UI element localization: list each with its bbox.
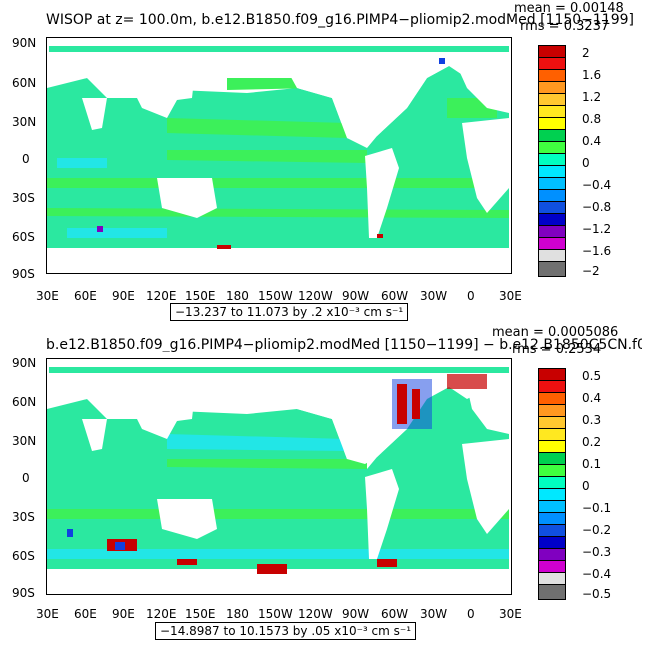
colorbar-label: 0: [582, 156, 590, 170]
anomaly-spots: [67, 374, 487, 574]
lat-tick-label: 30S: [12, 191, 35, 205]
lat-tick-label: 0: [22, 471, 30, 485]
lat-tick-label: 60S: [12, 230, 35, 244]
panel-1-title: WISOP at z= 100.0m, b.e12.B1850.f09_g16.…: [46, 12, 634, 28]
colorbar-label: 0.4: [582, 134, 602, 148]
lat-tick-label: 90N: [12, 36, 37, 50]
lon-tick-label: 150W: [258, 607, 293, 621]
lon-tick-label: 150E: [185, 289, 216, 303]
colorbar-label: −1.2: [582, 222, 612, 236]
colorbar-label: 0.3: [582, 413, 602, 427]
lon-tick-label: 30E: [499, 289, 522, 303]
lon-tick-label: 120W: [298, 607, 333, 621]
lon-tick-label: 90W: [342, 607, 370, 621]
colorbar-label: 0.8: [582, 112, 602, 126]
lon-tick-label: 60E: [74, 607, 97, 621]
panel-1-mean: mean = 0.00148: [514, 1, 624, 16]
land: [47, 373, 511, 594]
colorbar-label: −0.8: [582, 200, 612, 214]
lon-tick-label: 60E: [74, 289, 97, 303]
lon-tick-label: 0: [467, 289, 475, 303]
lat-tick-label: 60N: [12, 395, 37, 409]
panel-2-rms: rms = 0.2534: [512, 342, 602, 357]
lon-tick-label: 30E: [36, 289, 59, 303]
colorbar-label: 0: [582, 479, 590, 493]
colorbar-swatch: [538, 584, 566, 600]
lat-tick-label: 0: [22, 152, 30, 166]
land: [47, 52, 511, 273]
panel-2-range-box: −14.8987 to 10.1573 by .05 x10⁻³ cm s⁻¹: [155, 622, 417, 640]
lat-tick-label: 90S: [12, 586, 35, 600]
panel-1-map: [46, 37, 512, 274]
lon-tick-label: 150E: [185, 607, 216, 621]
lon-tick-label: 30E: [499, 607, 522, 621]
colorbar-label: −0.4: [582, 567, 612, 581]
lat-tick-label: 90N: [12, 356, 37, 370]
lon-tick-label: 120E: [146, 289, 177, 303]
lon-tick-label: 0: [467, 607, 475, 621]
lon-tick-label: 180: [226, 289, 249, 303]
colorbar-label: −0.2: [582, 523, 612, 537]
lon-tick-label: 60W: [381, 289, 409, 303]
colorbar-label: −2: [582, 264, 600, 278]
colorbar-label: −0.5: [582, 587, 612, 601]
lat-tick-label: 60S: [12, 549, 35, 563]
lon-tick-label: 120E: [146, 607, 177, 621]
colorbar-swatch: [538, 261, 566, 277]
colorbar-label: 1.2: [582, 90, 602, 104]
lat-tick-label: 60N: [12, 76, 37, 90]
lon-tick-label: 90E: [112, 607, 135, 621]
lon-tick-label: 30E: [36, 607, 59, 621]
colorbar-label: 0.4: [582, 391, 602, 405]
panel-2-map: [46, 358, 512, 595]
panel-1-map-canvas: [47, 38, 511, 273]
panel-2-mean: mean = 0.0005086: [492, 325, 619, 340]
colorbar-label: −1.6: [582, 244, 612, 258]
lon-tick-label: 60W: [381, 607, 409, 621]
panel-1-rms: rms = 0.3237: [520, 19, 610, 34]
lon-tick-label: 30W: [420, 607, 448, 621]
panel-2-title: b.e12.B1850.f09_g16.PIMP4−pliomip2.modMe…: [46, 338, 642, 352]
colorbar-label: 0.1: [582, 457, 602, 471]
lat-tick-label: 90S: [12, 267, 35, 281]
lon-tick-label: 180: [226, 607, 249, 621]
colorbar-label: −0.4: [582, 178, 612, 192]
panel-2-map-canvas: [47, 359, 511, 594]
colorbar-label: −0.3: [582, 545, 612, 559]
lon-tick-label: 120W: [298, 289, 333, 303]
colorbar-label: 1.6: [582, 68, 602, 82]
lat-tick-label: 30N: [12, 115, 37, 129]
colorbar-label: −0.1: [582, 501, 612, 515]
anomaly-spots: [97, 58, 445, 249]
lon-tick-label: 90E: [112, 289, 135, 303]
lat-tick-label: 30N: [12, 434, 37, 448]
colorbar-label: 2: [582, 46, 590, 60]
lon-tick-label: 30W: [420, 289, 448, 303]
colorbar-label: 0.2: [582, 435, 602, 449]
lat-tick-label: 30S: [12, 510, 35, 524]
lon-tick-label: 90W: [342, 289, 370, 303]
colorbar-label: 0.5: [582, 369, 602, 383]
panel-1-range-box: −13.237 to 11.073 by .2 x10⁻³ cm s⁻¹: [170, 303, 409, 321]
lon-tick-label: 150W: [258, 289, 293, 303]
